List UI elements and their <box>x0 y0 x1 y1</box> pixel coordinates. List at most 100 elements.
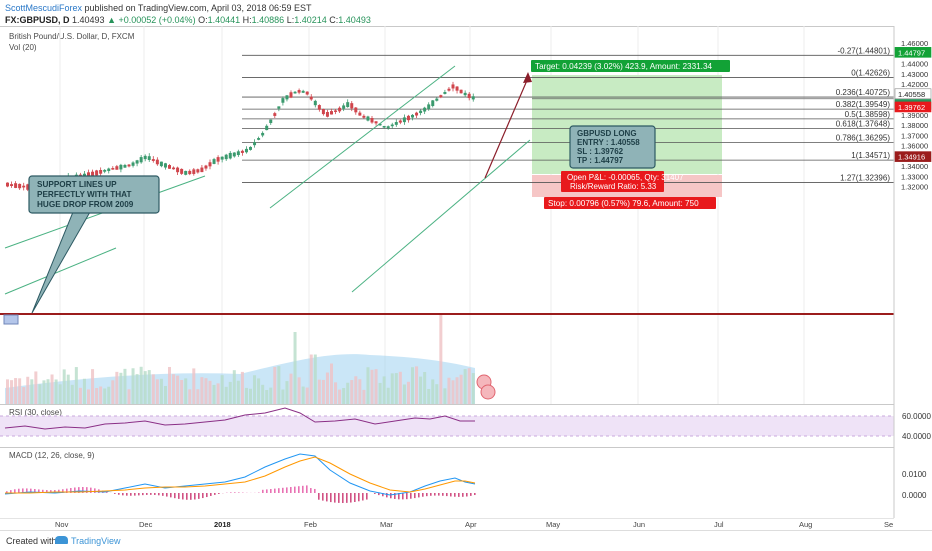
author-link[interactable]: ScottMescudiForex <box>5 3 82 13</box>
candle-body <box>213 159 216 164</box>
macd-hist-bar <box>158 493 160 495</box>
fib-level-label: -0.27(1.44801) <box>838 46 891 55</box>
fib-level-label: 0.382(1.39549) <box>836 100 891 109</box>
candle-body <box>294 92 297 94</box>
rsi-chart[interactable]: 60.0000 40.0000 <box>0 404 932 447</box>
volume-bar <box>346 383 349 404</box>
support-note-line1: SUPPORT LINES UP <box>37 180 117 189</box>
volume-bar <box>350 380 353 404</box>
volume-bar <box>253 375 256 404</box>
volume-bar <box>273 367 276 404</box>
macd-hist-bar <box>450 493 452 496</box>
volume-bar <box>362 390 365 404</box>
macd-hist-bar <box>166 493 168 497</box>
fib-level-label: 0(1.42626) <box>851 69 890 78</box>
volume-bar <box>38 384 41 404</box>
macd-hist-bar <box>458 493 460 497</box>
volume-bar <box>192 368 195 404</box>
volume-bar <box>464 369 467 404</box>
pnl-text: Open P&L: -0.00065, Qty: 31407 <box>567 173 684 182</box>
candle-body <box>387 126 390 128</box>
axis-badge-target-text: 1.44797 <box>898 48 925 57</box>
macd-hist-bar <box>314 489 316 493</box>
candle-body <box>229 153 232 158</box>
rsi-axis-60: 60.0000 <box>902 412 931 421</box>
candle-body <box>391 125 394 127</box>
tradingview-brand[interactable]: TradingView <box>71 536 121 546</box>
candle-body <box>334 110 337 112</box>
candle-body <box>6 183 9 187</box>
volume-bar <box>395 373 398 404</box>
time-label-feb: Feb <box>304 520 317 529</box>
candle-body <box>209 162 212 166</box>
macd-hist-bar <box>402 493 404 499</box>
candle-body <box>188 171 191 174</box>
macd-axis-0: 0.0000 <box>902 491 927 500</box>
candle-body <box>443 92 446 94</box>
macd-hist-bar <box>234 492 236 493</box>
target-text: Target: 0.04239 (3.02%) 423.9, Amount: 2… <box>535 62 713 71</box>
fib-level-label: 0.5(1.38598) <box>845 110 891 119</box>
volume-bar <box>326 373 329 404</box>
target-label: Target: 0.04239 (3.02%) 423.9, Amount: 2… <box>531 60 730 72</box>
candle-body <box>18 184 21 188</box>
event-badge-icon[interactable] <box>477 375 495 399</box>
macd-hist-bar <box>334 493 336 503</box>
candle-body <box>245 149 248 152</box>
tradingview-logo-icon[interactable] <box>55 536 68 544</box>
stop-label: Stop: 0.00796 (0.57%) 79.6, Amount: 750 <box>544 197 716 209</box>
time-label-jul: Jul <box>714 520 724 529</box>
macd-hist-bar <box>414 493 416 498</box>
volume-bar <box>358 379 361 404</box>
macd-hist-bar <box>274 489 276 493</box>
volume-bar <box>59 384 62 404</box>
candle-body <box>468 94 471 98</box>
volume-bar <box>10 380 13 404</box>
candle-body <box>107 169 110 171</box>
long-note-line3: SL : 1.39762 <box>577 147 624 156</box>
long-note[interactable]: GBPUSD LONG ENTRY : 1.40558 SL : 1.39762… <box>570 126 655 168</box>
volume-bar <box>209 381 212 404</box>
symbol[interactable]: FX:GBPUSD, D <box>5 15 70 25</box>
macd-hist-bar <box>342 493 344 503</box>
price-axis[interactable]: 1.460001.450001.440001.430001.420001.410… <box>901 39 928 192</box>
macd-hist-bar <box>190 493 192 500</box>
price-axis-label: 1.32000 <box>901 183 928 192</box>
macd-hist-bar <box>210 493 212 496</box>
candle-body <box>456 87 459 91</box>
volume-bar <box>67 375 70 404</box>
macd-hist-bar <box>302 486 304 493</box>
price-axis-label: 1.36000 <box>901 142 928 151</box>
volume-bar <box>452 380 455 404</box>
macd-hist-bar <box>426 493 428 496</box>
macd-hist-bar <box>474 493 476 495</box>
price-axis-label: 1.43000 <box>901 70 928 79</box>
time-label-nov: Nov <box>55 520 69 529</box>
volume-bar <box>447 378 450 404</box>
candle-body <box>371 118 374 122</box>
volume-bar <box>310 355 313 405</box>
time-axis[interactable]: Nov Dec 2018 Feb Mar Apr May Jun Jul Aug… <box>0 518 932 530</box>
volume-bar <box>371 370 374 404</box>
price-chart[interactable]: -0.27(1.44801)0(1.42626)0.236(1.40725)0.… <box>0 26 932 404</box>
candle-body <box>184 171 187 175</box>
candle-body <box>419 111 422 113</box>
support-note[interactable]: SUPPORT LINES UP PERFECTLY WITH THAT HUG… <box>29 176 159 313</box>
macd-hist-bar <box>374 493 376 494</box>
footer: Created with TradingView <box>0 530 932 551</box>
candle-body <box>346 102 349 107</box>
macd-hist-bar <box>318 493 320 500</box>
volume-bar <box>71 385 74 404</box>
fib-level-label: 1(1.34571) <box>851 151 890 160</box>
volume-bar <box>107 387 110 404</box>
quote-line: FX:GBPUSD, D 1.40493 ▲ +0.00052 (+0.04%)… <box>5 15 371 25</box>
volume-bar <box>387 388 390 404</box>
long-note-line2: ENTRY : 1.40558 <box>577 138 640 147</box>
candle-body <box>322 109 325 114</box>
candle-body <box>180 169 183 174</box>
time-label-jun: Jun <box>633 520 645 529</box>
candle-body <box>261 133 264 136</box>
macd-hist-bar <box>134 493 136 496</box>
macd-chart[interactable]: 0.0100 0.0000 <box>0 447 932 518</box>
macd-hist-bar <box>174 493 176 498</box>
